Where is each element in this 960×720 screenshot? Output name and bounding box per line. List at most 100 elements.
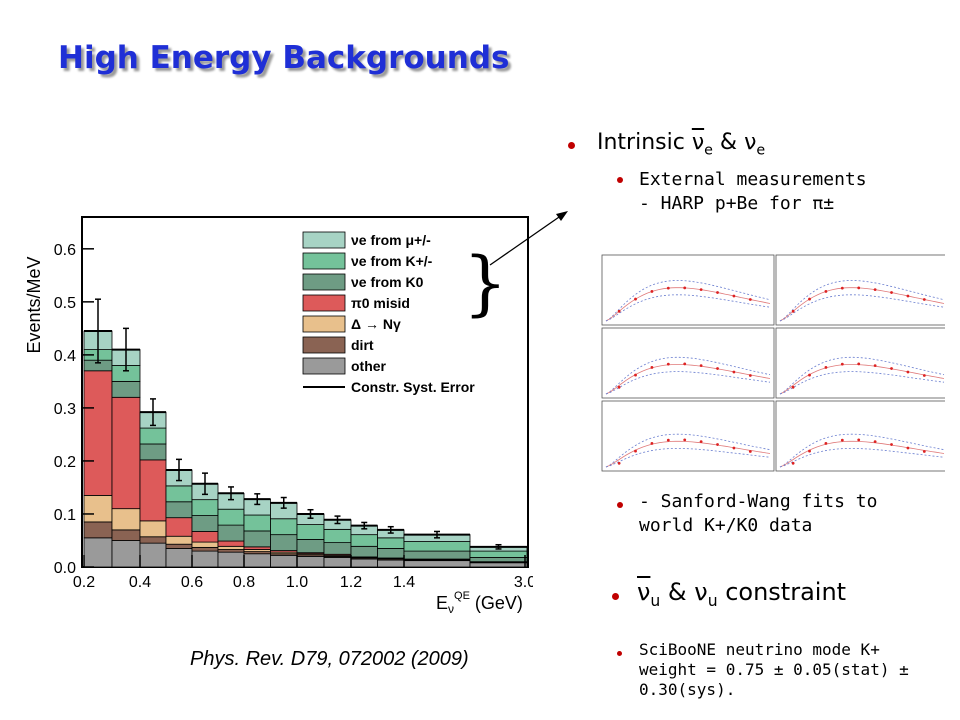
harp-data-point — [890, 291, 893, 294]
harp-fit-curve — [605, 440, 771, 468]
harp-fit-curve — [779, 448, 945, 468]
harp-data-point — [824, 290, 828, 293]
bullet-dot-icon — [617, 502, 623, 508]
harp-panel — [775, 254, 945, 326]
x-tick-label: 0.6 — [181, 574, 203, 591]
harp-panel — [601, 254, 775, 326]
harp-data-point — [716, 443, 719, 446]
harp-data-point — [922, 450, 926, 453]
harp-data-point — [650, 290, 654, 293]
legend-swatch — [302, 294, 346, 312]
legend-label: π0 misid — [351, 295, 410, 311]
bar-segment — [111, 396, 141, 510]
bar-segment — [139, 459, 167, 522]
harp-data-point — [634, 297, 637, 301]
legend-label: other — [351, 358, 387, 374]
harp-data-point — [873, 440, 877, 444]
bullet-dot-icon — [612, 593, 619, 600]
curly-brace-icon: } — [463, 242, 508, 324]
harp-data-point — [716, 291, 719, 294]
bullet-external: External measurements - HARP p+Be for π± — [639, 169, 867, 214]
arrow-head-icon — [556, 211, 568, 221]
y-tick-label: 0.3 — [54, 401, 76, 418]
harp-data-point — [617, 461, 621, 465]
arrow-line — [489, 214, 563, 266]
harp-data-point — [824, 442, 828, 445]
harp-data-point — [791, 385, 795, 389]
harp-data-point — [808, 297, 811, 301]
legend-label: dirt — [351, 337, 374, 353]
harp-data-point — [808, 449, 811, 453]
legend-swatch — [302, 273, 346, 291]
harp-fit-curve — [605, 280, 771, 322]
y-tick-label: 0.0 — [54, 560, 76, 577]
harp-data-point — [732, 294, 736, 298]
harp-data-point — [791, 309, 795, 313]
harp-data-point — [922, 374, 926, 377]
harp-plot-grid — [601, 254, 945, 472]
harp-data-point — [824, 366, 828, 369]
harp-data-point — [732, 446, 736, 450]
bullet-sciboone: SciBooNE neutrino mode K+ weight = 0.75 … — [639, 640, 909, 699]
legend-swatch — [302, 357, 346, 375]
harp-data-point — [732, 370, 736, 374]
harp-data-point — [666, 362, 670, 366]
bar-segment — [111, 540, 141, 568]
harp-data-point — [634, 373, 637, 377]
harp-data-point — [683, 362, 687, 366]
x-tick-label: 1.4 — [393, 574, 415, 591]
harp-panel — [775, 400, 945, 472]
x-tick-label: 0.2 — [73, 574, 95, 591]
harp-data-point — [906, 446, 910, 450]
harp-data-point — [890, 443, 893, 446]
legend-swatch — [302, 252, 346, 270]
harp-data-point — [683, 286, 687, 290]
bar-segment — [83, 370, 113, 496]
x-tick-label: 1.2 — [340, 574, 362, 591]
x-tick-label: 0.4 — [129, 574, 151, 591]
y-tick-label: 0.1 — [54, 507, 76, 524]
x-tick-label: 3.0 — [514, 574, 533, 591]
harp-panel — [775, 327, 945, 399]
harp-fit-curve — [605, 364, 771, 395]
harp-fit-curve — [779, 287, 945, 322]
legend-swatch — [302, 336, 346, 354]
harp-data-point — [634, 449, 637, 453]
harp-data-point — [840, 438, 844, 442]
harp-data-point — [748, 374, 752, 377]
harp-data-point — [683, 438, 687, 442]
harp-data-point — [922, 298, 926, 301]
harp-panel — [601, 400, 775, 472]
harp-fit-curve — [779, 356, 945, 395]
harp-data-point — [650, 366, 654, 369]
harp-fit-curve — [779, 440, 945, 468]
harp-fit-curve — [779, 364, 945, 395]
harp-data-point — [906, 370, 910, 374]
harp-data-point — [890, 367, 893, 370]
svg-text:EνQE (GeV): EνQE (GeV) — [436, 590, 523, 616]
legend-label: νe from μ+/- — [351, 232, 431, 248]
bullet-constraint: νu & νu constraint — [637, 578, 847, 610]
harp-data-point — [840, 286, 844, 290]
harp-data-point — [699, 364, 703, 368]
y-tick-label: 0.6 — [54, 242, 76, 259]
stacked-histogram: 0.0 0.1 0.2 0.3 0.4 0.5 0.6 0.2 0.4 0.6 0.8 1.0 1.2… — [24, 216, 533, 616]
bullet-dot-icon — [617, 651, 622, 656]
bullet-intrinsic: Intrinsic νe & νe — [597, 130, 766, 159]
harp-fit-curve — [605, 294, 771, 322]
y-tick-label: 0.5 — [54, 295, 76, 312]
legend-label: Constr. Syst. Error — [351, 379, 475, 395]
slide-title: High Energy Backgrounds — [58, 40, 510, 76]
harp-fit-curve — [779, 294, 945, 322]
x-tick-label: 1.0 — [286, 574, 308, 591]
harp-data-point — [617, 309, 621, 313]
legend-swatch — [302, 231, 346, 249]
legend-swatch — [302, 315, 346, 333]
harp-fit-curve — [779, 371, 945, 395]
x-tick-label: 0.8 — [233, 574, 255, 591]
harp-data-point — [716, 367, 719, 370]
y-tick-label: 0.2 — [54, 454, 76, 471]
harp-fit-curve — [605, 356, 771, 395]
y-axis-label: Events/MeV — [24, 256, 44, 353]
